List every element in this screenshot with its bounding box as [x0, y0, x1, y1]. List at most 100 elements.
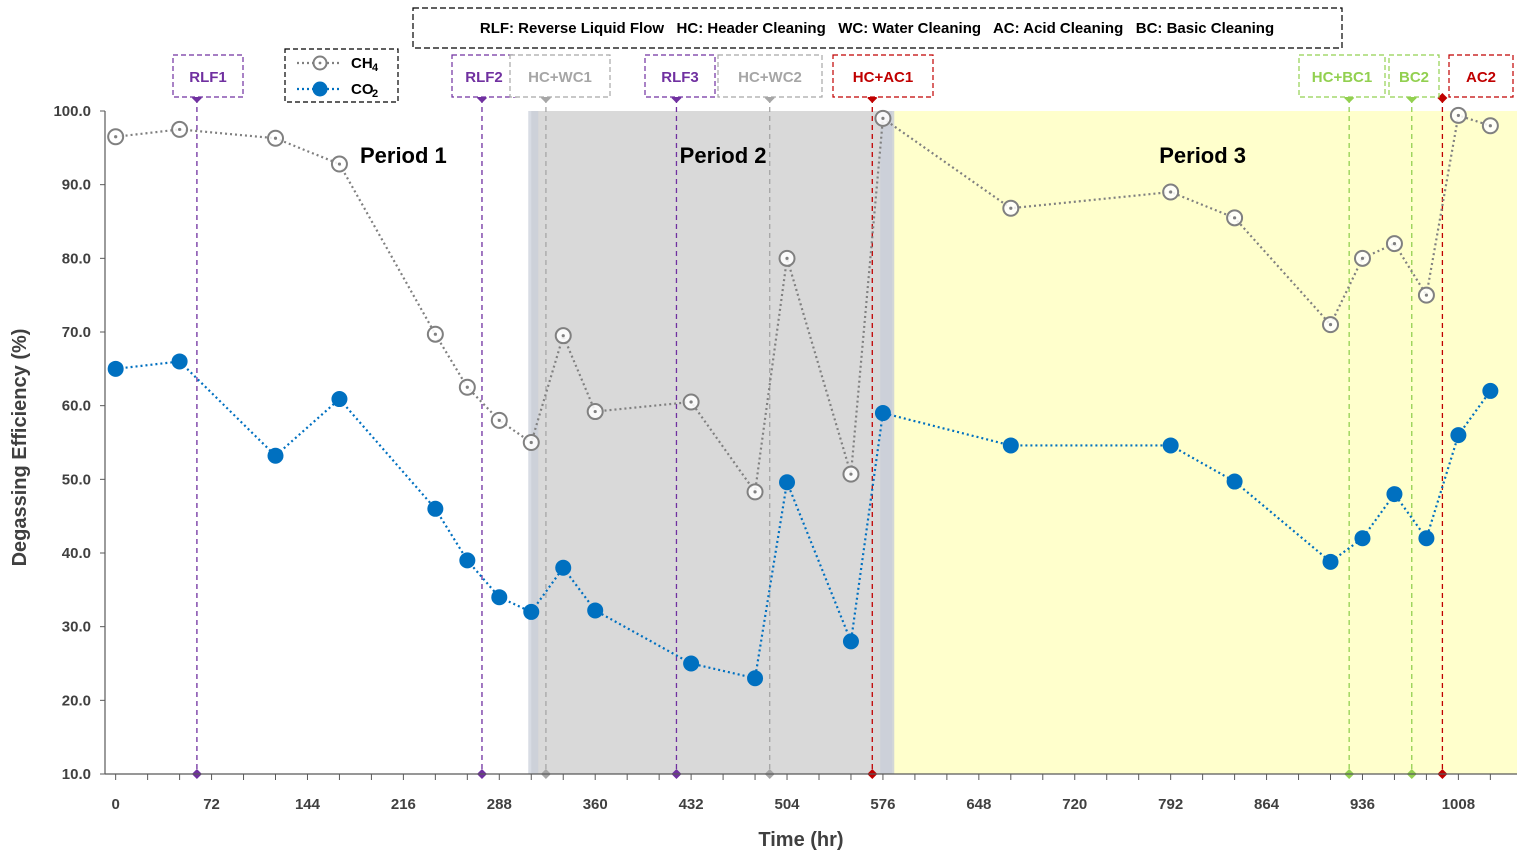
data-point-co2 [1418, 530, 1435, 547]
data-point-co2 [331, 391, 348, 408]
legend-subscript-ch4: 4 [372, 62, 379, 74]
data-point-co2 [874, 405, 891, 422]
data-point-co2 [107, 360, 124, 377]
series-line-co2 [115, 360, 1492, 680]
data-point-center-ch4 [1009, 206, 1013, 210]
event-label-rlf1: RLF1 [189, 69, 227, 86]
data-point-co2 [427, 500, 444, 517]
data-point-co2 [491, 589, 508, 606]
data-point-center-ch4 [1488, 124, 1492, 128]
x-tick-label: 792 [1158, 796, 1183, 813]
annotations: Period 1 Period 2 Period 3 RLF1 RLF2 HC+WC1 RL… [172, 7, 1514, 168]
data-point-center-ch4 [1328, 323, 1333, 327]
data-point-center-ch4 [881, 116, 885, 120]
y-tick-label: 100.0 [53, 103, 91, 120]
data-series [107, 106, 1499, 687]
data-point-center-ch4 [529, 440, 533, 445]
abbreviation-box [412, 7, 1343, 49]
x-tick-label: 720 [1062, 796, 1087, 813]
x-tick-label: 504 [775, 796, 801, 813]
legend-label-ch4: CH [351, 55, 373, 72]
data-point-center-ch4 [561, 334, 565, 338]
data-point-center-ch4 [593, 409, 597, 414]
period-label-1: Period 1 [360, 143, 447, 168]
data-point-center-ch4 [1233, 216, 1237, 220]
y-tick-label: 80.0 [62, 250, 91, 267]
legend-label-co2: CO [351, 81, 374, 98]
x-tick-label: 0 [111, 796, 119, 813]
x-tick-label: 360 [583, 796, 608, 813]
y-tick-label: 40.0 [62, 545, 91, 562]
data-point-co2 [1450, 427, 1467, 444]
x-tick-label: 216 [391, 796, 416, 813]
y-tick-label: 20.0 [62, 692, 91, 709]
event-diamond-top-ac2 [1437, 93, 1448, 103]
data-point-center-ch4 [1456, 113, 1460, 118]
y-tick-label: 30.0 [62, 619, 91, 636]
x-tick-label: 576 [870, 796, 895, 813]
event-box-ac2 [1448, 54, 1514, 98]
x-tick-label: 72 [203, 796, 220, 813]
period-transition-2 [880, 111, 895, 774]
y-tick-label: 90.0 [62, 177, 91, 194]
data-point-center-ch4 [1169, 190, 1173, 194]
data-point-center-ch4 [1360, 256, 1365, 260]
data-point-co2 [555, 559, 572, 576]
event-label-hc-wc2: HC+WC2 [738, 69, 802, 86]
period-bg-2 [531, 111, 893, 774]
data-point-center-ch4 [177, 127, 182, 132]
x-tick-label: 648 [966, 796, 991, 813]
axes: 10.0 20.0 30.0 40.0 50.0 60.0 70.0 80.0 90.0 100.… [9, 103, 1517, 851]
data-point-center-ch4 [849, 472, 853, 476]
period-backgrounds [105, 111, 1517, 774]
data-point-center-ch4 [273, 136, 278, 140]
data-point-co2 [683, 655, 700, 672]
data-point-center-ch4 [785, 256, 789, 260]
abbreviation-note: RLF: Reverse Liquid Flow HC: Header Clea… [480, 20, 1274, 37]
data-point-center-ch4 [337, 162, 342, 166]
data-point-center-ch4 [114, 135, 118, 139]
event-label-hc-ac1: HC+AC1 [853, 69, 913, 86]
y-tick-label: 70.0 [62, 324, 91, 341]
event-box-rlf3 [644, 54, 716, 98]
event-label-hc-bc1: HC+BC1 [1312, 69, 1372, 86]
data-point-center-ch4 [433, 332, 437, 336]
x-tick-label: 936 [1350, 796, 1375, 813]
event-label-hc-wc1: HC+WC1 [528, 69, 592, 86]
event-label-rlf3: RLF3 [661, 69, 699, 86]
y-tick-label: 10.0 [62, 766, 91, 783]
data-point-co2 [842, 633, 859, 650]
period-bg-1 [105, 111, 532, 774]
data-point-center-ch4 [497, 418, 501, 422]
data-point-co2 [747, 670, 764, 687]
event-label-bc2: BC2 [1399, 69, 1429, 86]
data-point-co2 [1482, 382, 1499, 399]
data-point-co2 [523, 603, 540, 620]
event-box-hc-wc1 [509, 54, 611, 98]
data-point-co2 [1386, 486, 1403, 503]
x-tick-label: 1008 [1442, 796, 1475, 813]
event-box-hc-bc1 [1298, 54, 1386, 98]
data-point-co2 [1322, 553, 1339, 570]
data-point-co2 [459, 552, 476, 569]
period-bg-3 [892, 111, 1517, 774]
x-tick-label: 432 [679, 796, 704, 813]
data-point-co2 [1354, 530, 1371, 547]
data-point-co2 [779, 474, 796, 491]
data-point-center-ch4 [689, 400, 693, 404]
event-label-ac2: AC2 [1466, 69, 1496, 86]
data-point-center-ch4 [1392, 242, 1397, 246]
data-point-co2 [587, 602, 604, 619]
data-point-co2 [1002, 437, 1019, 454]
data-point-co2 [171, 353, 188, 370]
data-point-co2 [1162, 437, 1179, 454]
series-line-ch4 [115, 113, 1491, 495]
event-box-hc-wc2 [717, 54, 823, 98]
legend-marker-co2 [312, 81, 328, 97]
period-label-2: Period 2 [680, 143, 767, 168]
legend-marker-center-ch4 [318, 61, 322, 65]
x-tick-label: 864 [1254, 796, 1280, 813]
x-tick-label: 144 [295, 796, 321, 813]
